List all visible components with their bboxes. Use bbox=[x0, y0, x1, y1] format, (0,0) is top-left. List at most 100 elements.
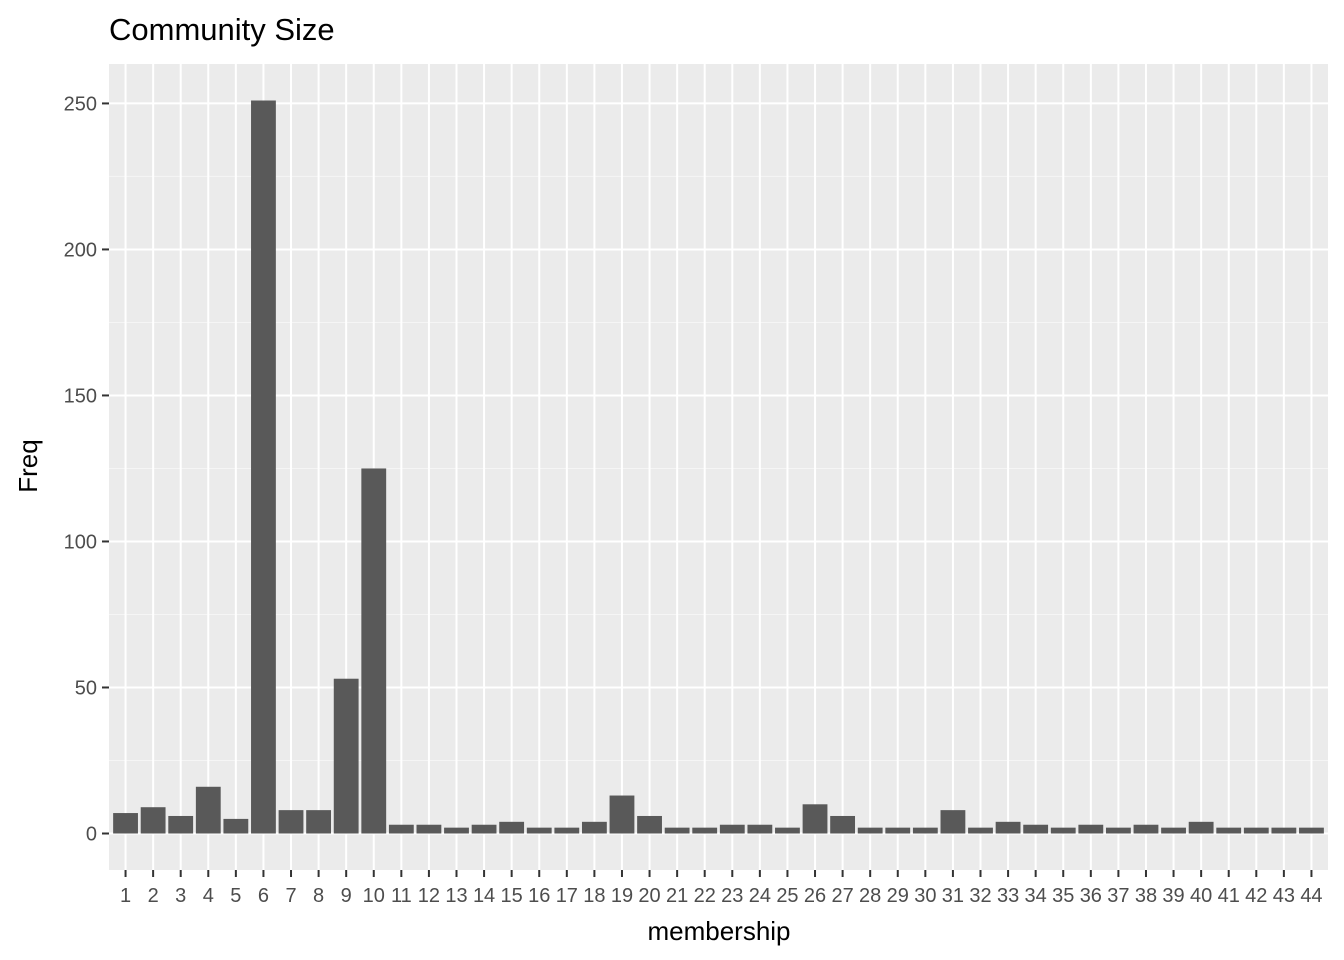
bar-14 bbox=[471, 824, 497, 834]
x-tick-label: 12 bbox=[418, 885, 440, 907]
bar-10 bbox=[361, 468, 387, 834]
bar-6 bbox=[251, 100, 276, 834]
plot-panel bbox=[109, 64, 1328, 870]
x-tick-label: 41 bbox=[1218, 885, 1240, 907]
x-tick-label: 2 bbox=[148, 885, 159, 907]
bar-5 bbox=[223, 818, 249, 834]
x-tick-label: 36 bbox=[1080, 885, 1102, 907]
x-tick-label: 28 bbox=[859, 885, 881, 907]
bar-11 bbox=[388, 824, 414, 834]
bar-36 bbox=[1078, 824, 1104, 834]
x-tick-label: 35 bbox=[1052, 885, 1074, 907]
x-tick-label: 43 bbox=[1273, 885, 1295, 907]
bar-19 bbox=[609, 795, 635, 834]
x-tick-label: 11 bbox=[391, 885, 412, 907]
x-tick-label: 30 bbox=[914, 885, 936, 907]
x-tick-label: 31 bbox=[942, 885, 964, 907]
bar-41 bbox=[1216, 827, 1242, 834]
x-tick-label: 6 bbox=[258, 885, 269, 907]
bar-1 bbox=[113, 813, 138, 834]
bar-15 bbox=[499, 821, 525, 834]
y-tick-label: 150 bbox=[64, 385, 97, 407]
x-tick-label: 20 bbox=[638, 885, 660, 907]
bar-3 bbox=[168, 815, 194, 834]
x-tick-label: 24 bbox=[749, 885, 771, 907]
bar-25 bbox=[775, 827, 800, 834]
bar-34 bbox=[1023, 824, 1049, 834]
bar-38 bbox=[1133, 824, 1159, 834]
bar-2 bbox=[140, 807, 166, 834]
x-tick-label: 27 bbox=[831, 885, 853, 907]
bar-30 bbox=[912, 827, 938, 834]
x-tick-label: 38 bbox=[1135, 885, 1157, 907]
x-tick-label: 3 bbox=[175, 885, 186, 907]
x-tick-label: 25 bbox=[776, 885, 798, 907]
bar-32 bbox=[968, 827, 993, 834]
x-tick-label: 44 bbox=[1300, 885, 1322, 907]
x-tick-label: 17 bbox=[556, 885, 578, 907]
bar-43 bbox=[1271, 827, 1297, 834]
x-tick-label: 9 bbox=[341, 885, 352, 907]
bar-17 bbox=[554, 827, 580, 834]
x-tick-label: 32 bbox=[969, 885, 991, 907]
x-axis-ticks: 1 2 3 4 5 6 7 8 9 10 11 12 13 14 15 16 17 18 19 20 21 22 23 24 2… bbox=[120, 870, 1323, 907]
bar-31 bbox=[940, 810, 966, 834]
bars bbox=[113, 100, 1324, 834]
bar-44 bbox=[1299, 827, 1324, 834]
bar-4 bbox=[195, 786, 221, 834]
x-tick-label: 29 bbox=[887, 885, 909, 907]
x-tick-label: 13 bbox=[445, 885, 467, 907]
x-tick-label: 8 bbox=[313, 885, 324, 907]
bar-29 bbox=[885, 827, 911, 834]
x-tick-label: 18 bbox=[583, 885, 605, 907]
y-tick-label: 0 bbox=[86, 823, 97, 845]
x-tick-label: 15 bbox=[501, 885, 523, 907]
bar-9 bbox=[333, 678, 359, 834]
x-tick-label: 23 bbox=[721, 885, 743, 907]
x-tick-label: 1 bbox=[120, 885, 131, 907]
x-tick-label: 42 bbox=[1245, 885, 1267, 907]
x-tick-label: 40 bbox=[1190, 885, 1212, 907]
bar-35 bbox=[1050, 827, 1076, 834]
bar-39 bbox=[1161, 827, 1186, 834]
x-tick-label: 33 bbox=[997, 885, 1019, 907]
bar-12 bbox=[416, 824, 442, 834]
bar-37 bbox=[1105, 827, 1131, 834]
bar-7 bbox=[278, 810, 304, 834]
bar-13 bbox=[444, 827, 469, 834]
x-tick-label: 7 bbox=[285, 885, 296, 907]
bar-27 bbox=[830, 815, 856, 834]
bar-16 bbox=[526, 827, 552, 834]
x-tick-label: 5 bbox=[230, 885, 241, 907]
x-tick-label: 22 bbox=[694, 885, 716, 907]
bar-42 bbox=[1243, 827, 1269, 834]
bar-26 bbox=[802, 804, 828, 834]
bar-23 bbox=[719, 824, 745, 834]
x-tick-label: 37 bbox=[1107, 885, 1129, 907]
bar-21 bbox=[664, 827, 690, 834]
x-tick-label: 4 bbox=[203, 885, 214, 907]
x-tick-label: 14 bbox=[473, 885, 495, 907]
x-tick-label: 10 bbox=[363, 885, 385, 907]
bar-24 bbox=[747, 824, 773, 834]
y-axis-ticks: 0 50 100 150 200 250 bbox=[64, 93, 109, 845]
chart-title: Community Size bbox=[109, 12, 335, 47]
x-tick-label: 34 bbox=[1025, 885, 1047, 907]
minor-gridlines bbox=[109, 175, 1328, 761]
bar-28 bbox=[857, 827, 883, 834]
x-tick-label: 26 bbox=[804, 885, 826, 907]
bar-8 bbox=[306, 810, 332, 834]
x-tick-label: 21 bbox=[666, 885, 688, 907]
bar-40 bbox=[1188, 821, 1214, 834]
y-tick-label: 50 bbox=[75, 677, 97, 699]
y-tick-label: 200 bbox=[64, 239, 97, 261]
bar-22 bbox=[692, 827, 718, 834]
x-axis-title: membership bbox=[647, 916, 790, 946]
y-tick-label: 250 bbox=[64, 93, 97, 115]
bar-18 bbox=[581, 821, 607, 834]
bar-20 bbox=[637, 815, 662, 834]
x-tick-label: 39 bbox=[1162, 885, 1184, 907]
y-axis-title: Freq bbox=[13, 439, 43, 492]
bar-33 bbox=[995, 821, 1021, 834]
